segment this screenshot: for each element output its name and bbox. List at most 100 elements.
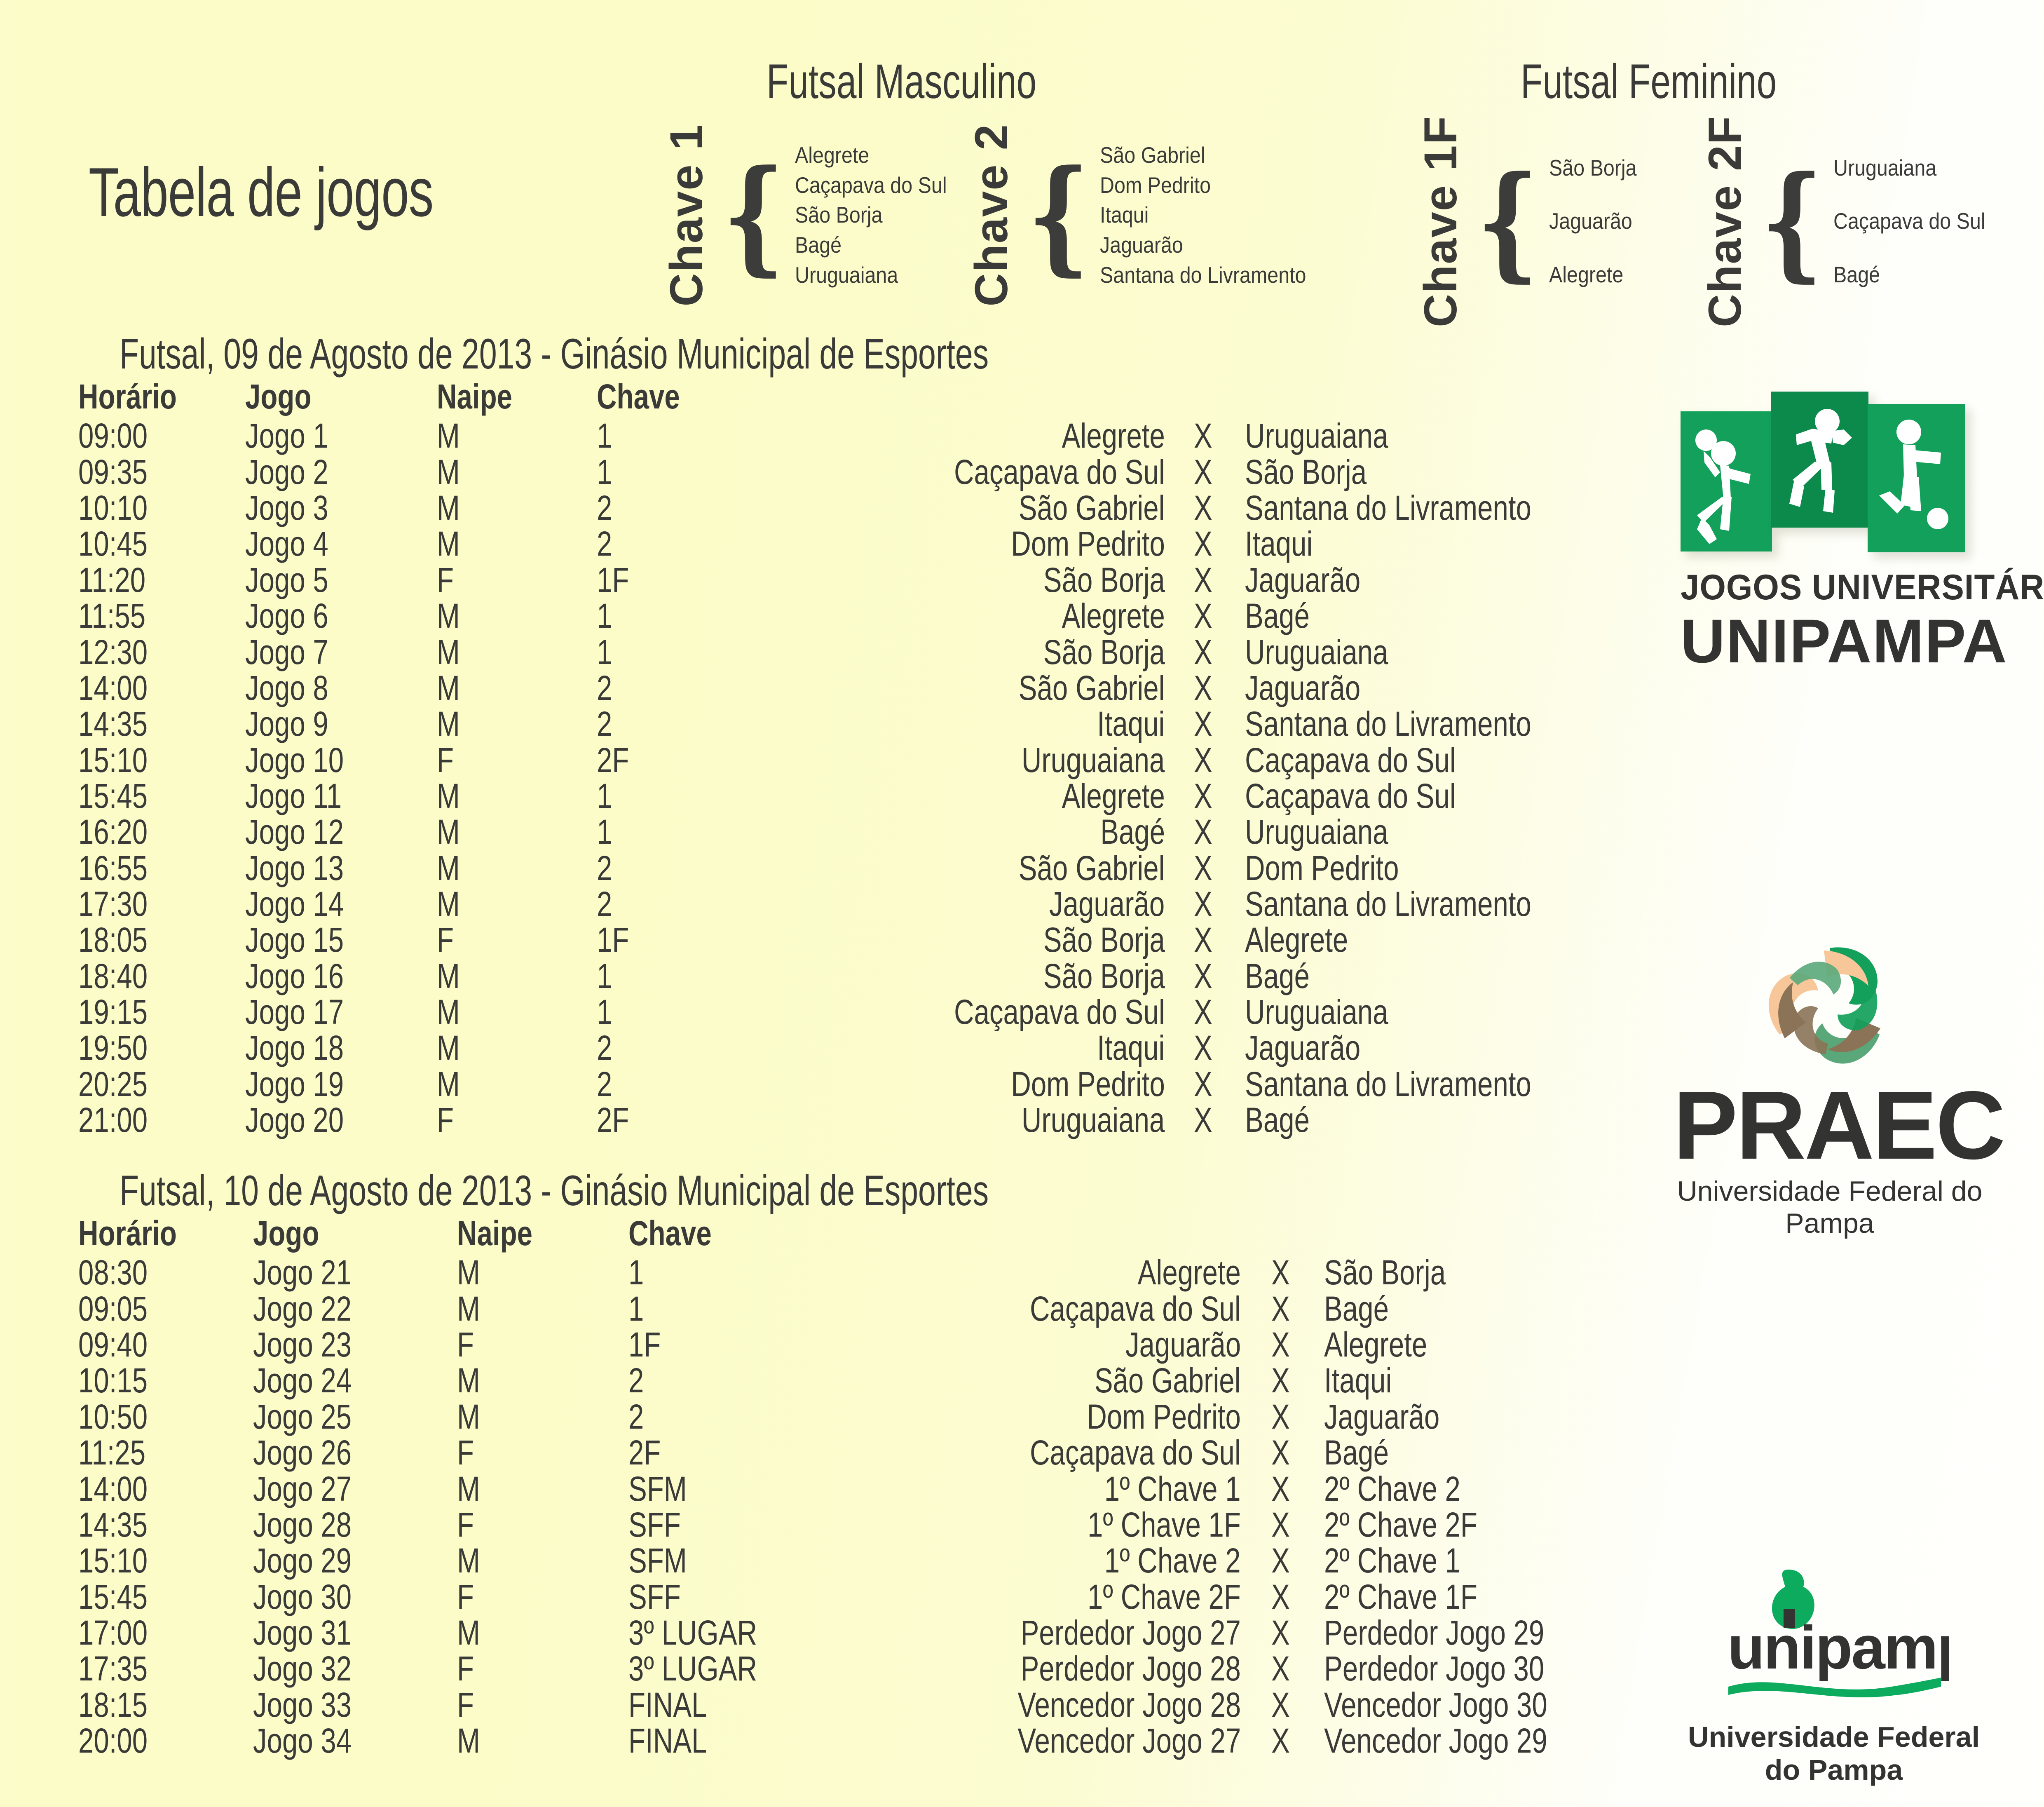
cell-jogo: Jogo 6 — [245, 596, 328, 636]
table-row: 10:15 Jogo 24 M 2 São Gabriel X Itaqui — [78, 1363, 1603, 1399]
cell-versus: X — [1194, 993, 1212, 1032]
cell-naipe: F — [457, 1577, 474, 1616]
cell-naipe: M — [457, 1613, 480, 1652]
table-row: 14:35 Jogo 28 F SFF 1º Chave 1F X 2º Chave 2F — [78, 1507, 1603, 1543]
cell-chave: 2 — [596, 704, 612, 744]
list-item: São Borja — [1549, 155, 1637, 181]
cell-horario: 09:00 — [78, 416, 148, 455]
cell-versus: X — [1271, 1397, 1290, 1436]
cell-chave: FINAL — [628, 1685, 707, 1724]
brace-icon: { — [1477, 148, 1539, 294]
cell-versus: X — [1194, 704, 1212, 744]
cell-chave: 2 — [596, 1064, 612, 1103]
brace-icon: { — [1027, 142, 1090, 288]
table-row: 16:20 Jogo 12 M 1 Bagé X Uruguaiana — [78, 814, 1603, 850]
cell-horario: 21:00 — [78, 1101, 148, 1140]
cell-jogo: Jogo 13 — [245, 848, 344, 887]
column-header-chave: Chave — [628, 1214, 712, 1253]
cell-horario: 15:45 — [78, 776, 148, 815]
cell-away-team: 2º Chave 2F — [1324, 1505, 1477, 1544]
team-list-chave-1f: São Borja Jaguarão Alegrete — [1549, 141, 1649, 301]
cell-jogo: Jogo 3 — [245, 488, 328, 528]
cell-jogo: Jogo 24 — [253, 1361, 352, 1400]
cell-jogo: Jogo 19 — [245, 1064, 344, 1103]
cell-horario: 12:30 — [78, 632, 148, 671]
cell-chave: 1 — [628, 1253, 644, 1292]
cell-naipe: F — [437, 1101, 454, 1140]
cell-jogo: Jogo 31 — [253, 1613, 352, 1652]
cell-home-team: Dom Pedrito — [1011, 1064, 1165, 1103]
cell-jogo: Jogo 33 — [253, 1685, 352, 1724]
list-item: Jaguarão — [1099, 232, 1183, 258]
list-item: São Gabriel — [1099, 142, 1205, 168]
cell-naipe: M — [437, 885, 460, 924]
cell-away-team: Itaqui — [1245, 524, 1313, 563]
cell-away-team: Uruguaiana — [1245, 416, 1388, 455]
cell-away-team: Perdedor Jogo 29 — [1324, 1613, 1545, 1652]
cell-home-team: Vencedor Jogo 27 — [1017, 1721, 1241, 1760]
cell-chave: 2F — [628, 1433, 661, 1472]
cell-horario: 18:05 — [78, 920, 148, 960]
cell-versus: X — [1194, 524, 1212, 563]
cell-horario: 14:00 — [78, 1469, 148, 1508]
cell-chave: 1 — [596, 776, 612, 815]
cell-home-team: 1º Chave 1 — [1104, 1469, 1241, 1508]
cell-versus: X — [1194, 776, 1212, 815]
cell-jogo: Jogo 25 — [253, 1397, 352, 1436]
cell-chave: 3º LUGAR — [628, 1649, 757, 1688]
cell-away-team: Bagé — [1245, 596, 1310, 636]
cell-home-team: São Gabriel — [1095, 1361, 1241, 1400]
cell-away-team: Caçapava do Sul — [1245, 776, 1456, 815]
cell-versus: X — [1271, 1649, 1290, 1688]
cell-jogo: Jogo 34 — [253, 1721, 352, 1760]
cell-jogo: Jogo 27 — [253, 1469, 352, 1508]
table-row: 17:35 Jogo 32 F 3º LUGAR Perdedor Jogo 28 X Pe… — [78, 1649, 1603, 1688]
cell-versus: X — [1271, 1685, 1290, 1724]
schedule-body-day-2: 08:30 Jogo 21 M 1 Alegrete X São Borja 09:05 Jog… — [78, 1253, 1603, 1760]
brace-icon: { — [722, 142, 785, 288]
cell-away-team: Bagé — [1245, 956, 1310, 995]
table-row: 14:35 Jogo 9 M 2 Itaqui X Santana do Livrament… — [78, 706, 1603, 742]
table-row: 15:10 Jogo 29 M SFM 1º Chave 2 X 2º Chave 1 — [78, 1541, 1603, 1580]
column-header-jogo: Jogo — [253, 1214, 319, 1253]
cell-chave: 1 — [596, 416, 612, 455]
cell-horario: 10:10 — [78, 488, 148, 528]
cell-chave: 2F — [596, 740, 629, 779]
cell-away-team: 2º Chave 1 — [1324, 1541, 1460, 1580]
column-header-horario: Horário — [78, 377, 177, 416]
logo-praec-name: PRAEC — [1673, 1071, 2006, 1179]
cell-versus: X — [1271, 1289, 1290, 1328]
cell-jogo: Jogo 29 — [253, 1541, 352, 1580]
cell-away-team: Alegrete — [1245, 920, 1348, 960]
cell-naipe: M — [437, 524, 460, 563]
cell-horario: 17:00 — [78, 1613, 148, 1652]
cell-naipe: F — [457, 1649, 474, 1688]
cell-versus: X — [1271, 1469, 1290, 1508]
praec-pinwheel-icon — [1747, 923, 1912, 1088]
logo-jogos-universitarios-line1: JOGOS UNIVERSITÁRIOS — [1681, 568, 2044, 607]
group-section-masculino: Futsal Masculino Chave 1 { Alegrete Caça… — [661, 54, 1385, 309]
table-row: 11:55 Jogo 6 M 1 Alegrete X Bagé — [78, 598, 1603, 634]
cell-home-team: São Borja — [1043, 920, 1165, 960]
cell-away-team: Bagé — [1324, 1289, 1389, 1328]
cell-away-team: Santana do Livramento — [1245, 488, 1532, 528]
cell-naipe: M — [437, 488, 460, 528]
logo-praec-subtitle: Universidade Federal do Pampa — [1677, 1176, 1983, 1239]
cell-jogo: Jogo 18 — [245, 1028, 344, 1068]
cell-horario: 18:40 — [78, 956, 148, 995]
cell-versus: X — [1271, 1433, 1290, 1472]
logo-unipampa: unipampa Universidade Federal do Pampa — [1673, 1566, 2009, 1786]
cell-away-team: Bagé — [1245, 1101, 1310, 1140]
cell-naipe: M — [457, 1541, 480, 1580]
cell-home-team: Alegrete — [1137, 1253, 1241, 1292]
cell-chave: 1 — [596, 993, 612, 1032]
column-header-horario: Horário — [78, 1214, 177, 1253]
cell-home-team: Bagé — [1100, 812, 1165, 852]
cell-horario: 10:50 — [78, 1397, 148, 1436]
cell-home-team: Caçapava do Sul — [1030, 1433, 1241, 1472]
soccer-player-icon — [1868, 404, 1965, 552]
cell-home-team: Alegrete — [1062, 596, 1165, 636]
cell-chave: 1F — [628, 1325, 661, 1364]
cell-versus: X — [1194, 848, 1212, 887]
